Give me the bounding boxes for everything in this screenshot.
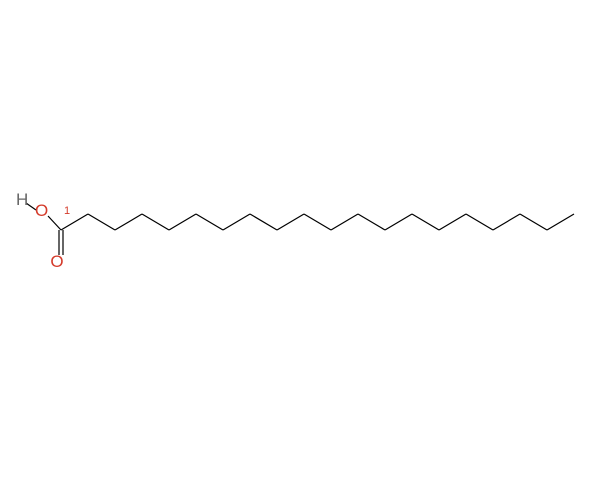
carbonyl-oxygen-label: O	[50, 252, 63, 271]
carbon-bond	[277, 214, 304, 230]
carbon-bond	[115, 214, 142, 230]
hydroxyl-oxygen-label: O	[35, 201, 48, 220]
carbon-bond	[331, 214, 358, 230]
carbon-bond	[520, 214, 547, 230]
carbon-bond	[196, 214, 223, 230]
locant-1: 1	[64, 205, 70, 217]
carbon-bond	[439, 214, 466, 230]
carbon-bond	[304, 214, 331, 230]
carbon-bond	[223, 214, 250, 230]
c-oh-bond	[48, 216, 61, 230]
carbon-bond	[466, 214, 493, 230]
molecule-diagram: HOO1	[0, 0, 610, 504]
carbon-bond	[493, 214, 520, 230]
carbon-bond	[385, 214, 412, 230]
carbon-bond	[142, 214, 169, 230]
carbon-bond	[250, 214, 277, 230]
carbon-bond	[169, 214, 196, 230]
carbon-bond	[88, 214, 115, 230]
carbon-bond	[547, 214, 574, 230]
carbon-bond	[358, 214, 385, 230]
carbon-bond	[412, 214, 439, 230]
hydrogen-label: H	[16, 190, 28, 209]
